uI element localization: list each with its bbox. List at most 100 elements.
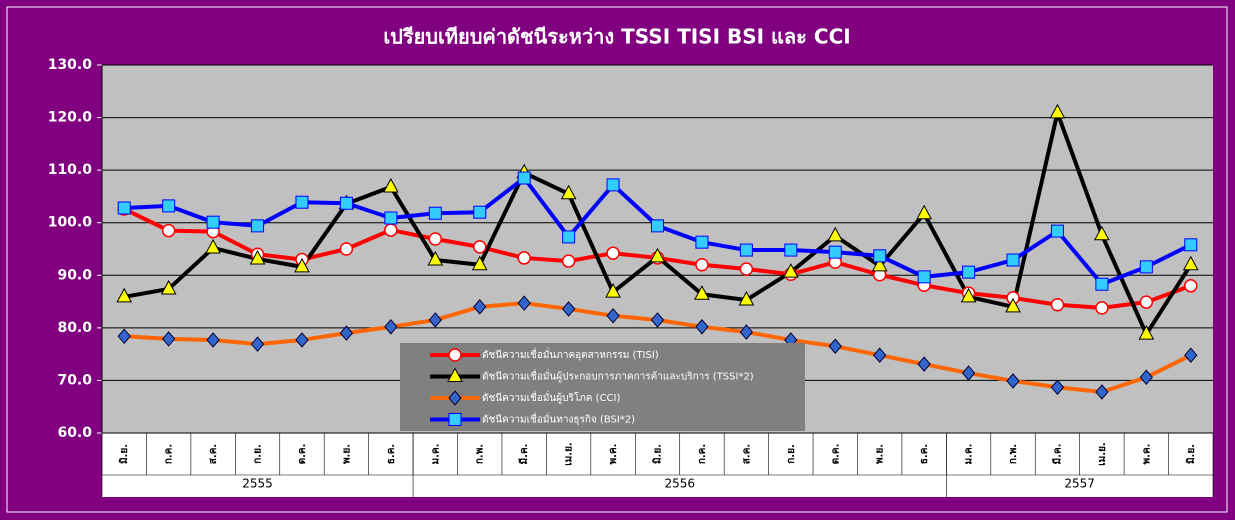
data-point bbox=[517, 295, 531, 311]
data-point bbox=[782, 263, 799, 278]
data-point bbox=[738, 290, 755, 306]
data-point bbox=[471, 255, 488, 271]
y-tick-label: 70.0 bbox=[57, 372, 92, 388]
data-point bbox=[517, 251, 531, 265]
data-point bbox=[117, 328, 131, 345]
y-tick-label: 60.0 bbox=[57, 425, 92, 441]
x-tick-label: ก.ค. bbox=[164, 444, 175, 464]
y-tick-label: 100.0 bbox=[48, 215, 93, 231]
data-point bbox=[651, 219, 664, 233]
group-label: 2557 bbox=[1064, 477, 1095, 491]
data-point bbox=[339, 242, 354, 256]
x-tick-label: ก.พ. bbox=[1008, 444, 1019, 464]
data-point bbox=[961, 365, 976, 381]
x-tick-label: ก.ย. bbox=[253, 444, 264, 464]
data-point bbox=[117, 201, 131, 215]
data-point bbox=[473, 205, 487, 219]
data-point bbox=[251, 219, 265, 233]
data-point bbox=[695, 258, 709, 272]
data-point bbox=[917, 270, 931, 284]
data-point bbox=[1139, 260, 1153, 274]
data-point bbox=[650, 312, 665, 328]
data-point bbox=[161, 223, 176, 238]
data-point bbox=[827, 226, 844, 242]
data-point bbox=[917, 356, 931, 372]
data-point bbox=[828, 245, 842, 259]
data-point bbox=[1006, 253, 1020, 267]
x-tick-label: มิ.ย. bbox=[118, 444, 130, 464]
x-tick-label: ธ.ค. bbox=[386, 444, 397, 464]
legend-label: ดัชนีความเชื่อมั่นทางธุรกิจ (BSI*2) bbox=[482, 412, 635, 426]
data-point bbox=[560, 184, 577, 200]
data-point bbox=[1049, 103, 1066, 119]
data-point bbox=[384, 211, 398, 225]
x-tick-label: ส.ค. bbox=[741, 444, 752, 464]
x-tick-label: เม.ย. bbox=[564, 442, 575, 465]
data-point bbox=[605, 283, 621, 298]
x-tick-label: ส.ค. bbox=[208, 444, 219, 464]
data-point bbox=[1050, 379, 1065, 396]
data-point bbox=[606, 178, 620, 192]
legend-box bbox=[400, 343, 805, 431]
y-tick-label: 90.0 bbox=[57, 267, 92, 283]
x-tick-label: มิ.ย. bbox=[1185, 444, 1197, 464]
data-point bbox=[1006, 373, 1020, 389]
x-tick-label: พ.ย. bbox=[875, 444, 886, 464]
data-point bbox=[873, 249, 887, 263]
x-tick-label: ม.ค. bbox=[430, 444, 441, 465]
data-point bbox=[339, 325, 354, 341]
data-point bbox=[561, 254, 576, 268]
data-point bbox=[427, 250, 444, 266]
data-point bbox=[562, 230, 576, 244]
data-point bbox=[1094, 225, 1110, 241]
data-point bbox=[1095, 301, 1109, 315]
data-point bbox=[694, 285, 710, 300]
data-point bbox=[383, 177, 399, 193]
group-label: 2556 bbox=[664, 477, 695, 491]
x-tick-label: ม.ค. bbox=[964, 444, 975, 465]
data-point bbox=[384, 223, 398, 237]
category-area bbox=[102, 433, 1213, 497]
data-point bbox=[1095, 277, 1109, 291]
legend-marker bbox=[448, 413, 462, 426]
data-point bbox=[695, 235, 709, 249]
data-point bbox=[960, 287, 977, 303]
x-tick-label: ต.ค. bbox=[830, 444, 841, 465]
data-point bbox=[162, 331, 176, 347]
x-tick-label: ก.ย. bbox=[786, 444, 797, 464]
data-point bbox=[205, 238, 221, 254]
data-point bbox=[1184, 347, 1198, 363]
data-point bbox=[739, 262, 754, 276]
data-point bbox=[695, 319, 709, 335]
data-point bbox=[1050, 224, 1064, 238]
data-point bbox=[1184, 238, 1198, 252]
y-tick-label: 110.0 bbox=[48, 162, 93, 178]
data-point bbox=[606, 307, 620, 324]
data-point bbox=[249, 249, 266, 265]
data-point bbox=[206, 332, 220, 348]
data-point bbox=[606, 246, 620, 260]
data-point bbox=[162, 199, 176, 213]
data-point bbox=[160, 279, 177, 295]
x-tick-label: เม.ย. bbox=[1097, 442, 1108, 465]
x-tick-label: พ.ค. bbox=[608, 444, 619, 465]
x-tick-label: ก.ค. bbox=[697, 444, 708, 464]
data-point bbox=[1139, 295, 1154, 309]
data-point bbox=[428, 206, 442, 220]
group-label: 2555 bbox=[242, 477, 273, 491]
y-tick-label: 130.0 bbox=[48, 57, 93, 73]
x-tick-label: มี.ค. bbox=[1051, 444, 1063, 465]
legend-marker bbox=[448, 348, 462, 362]
x-tick-label: ธ.ค. bbox=[919, 444, 930, 464]
chart-title: เปรียบเทียบค่าดัชนีระหว่าง TSSI TISI BSI… bbox=[383, 25, 850, 49]
data-point bbox=[250, 336, 265, 352]
data-point bbox=[295, 195, 309, 209]
data-point bbox=[828, 338, 842, 355]
data-point bbox=[116, 287, 133, 303]
data-point bbox=[1139, 369, 1153, 386]
x-tick-label: พ.ค. bbox=[1141, 444, 1152, 465]
data-point bbox=[784, 243, 798, 257]
y-tick-label: 120.0 bbox=[48, 110, 93, 126]
data-point bbox=[962, 265, 976, 279]
data-point bbox=[339, 196, 353, 210]
